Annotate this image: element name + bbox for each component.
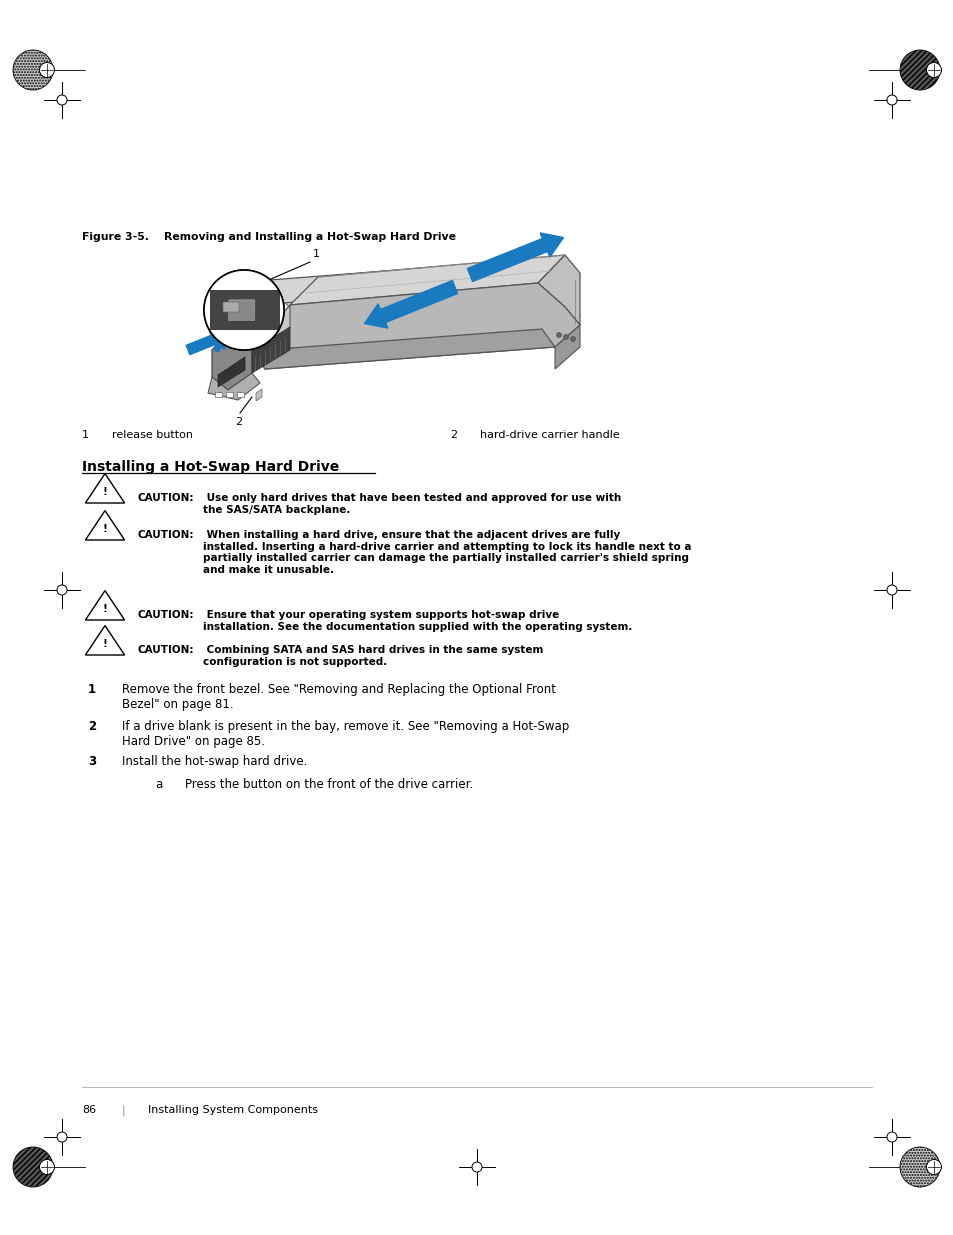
Text: a: a bbox=[154, 778, 162, 790]
Polygon shape bbox=[561, 257, 578, 327]
Ellipse shape bbox=[472, 1162, 481, 1172]
Polygon shape bbox=[252, 327, 290, 373]
Text: Ensure that your operating system supports hot-swap drive
installation. See the : Ensure that your operating system suppor… bbox=[203, 610, 632, 631]
Text: CAUTION:: CAUTION: bbox=[138, 493, 194, 503]
Text: |: | bbox=[122, 1105, 126, 1115]
Ellipse shape bbox=[925, 1160, 941, 1174]
Polygon shape bbox=[220, 295, 268, 325]
Text: Install the hot-swap hard drive.: Install the hot-swap hard drive. bbox=[122, 755, 307, 768]
Text: Installing a Hot-Swap Hard Drive: Installing a Hot-Swap Hard Drive bbox=[82, 459, 339, 474]
Polygon shape bbox=[252, 329, 555, 369]
Polygon shape bbox=[537, 254, 579, 325]
Text: Combining SATA and SAS hard drives in the same system
configuration is not suppo: Combining SATA and SAS hard drives in th… bbox=[203, 645, 543, 667]
Ellipse shape bbox=[39, 63, 54, 78]
Polygon shape bbox=[210, 290, 280, 330]
Ellipse shape bbox=[39, 1160, 54, 1174]
Text: 3: 3 bbox=[88, 755, 96, 768]
Ellipse shape bbox=[886, 585, 896, 595]
FancyArrow shape bbox=[467, 233, 563, 282]
Text: Remove the front bezel. See "Removing and Replacing the Optional Front
Bezel" on: Remove the front bezel. See "Removing an… bbox=[122, 683, 556, 711]
Ellipse shape bbox=[899, 1147, 939, 1187]
Text: CAUTION:: CAUTION: bbox=[138, 645, 194, 655]
Ellipse shape bbox=[13, 1147, 53, 1187]
Text: 2: 2 bbox=[88, 720, 96, 734]
FancyBboxPatch shape bbox=[226, 391, 233, 396]
Ellipse shape bbox=[13, 49, 53, 90]
FancyArrow shape bbox=[213, 337, 225, 352]
Text: 2: 2 bbox=[450, 430, 456, 440]
Circle shape bbox=[570, 336, 575, 342]
FancyBboxPatch shape bbox=[228, 300, 253, 320]
FancyBboxPatch shape bbox=[214, 391, 222, 396]
Polygon shape bbox=[559, 261, 572, 325]
Text: 2: 2 bbox=[234, 417, 242, 427]
Polygon shape bbox=[86, 590, 125, 620]
Circle shape bbox=[563, 335, 568, 340]
Polygon shape bbox=[86, 473, 125, 503]
Polygon shape bbox=[255, 389, 262, 401]
Polygon shape bbox=[252, 305, 290, 373]
Ellipse shape bbox=[899, 49, 939, 90]
Polygon shape bbox=[86, 510, 125, 540]
Text: Installing System Components: Installing System Components bbox=[148, 1105, 317, 1115]
Polygon shape bbox=[290, 254, 564, 305]
FancyBboxPatch shape bbox=[223, 303, 239, 312]
Text: !: ! bbox=[103, 638, 108, 648]
Ellipse shape bbox=[57, 1132, 67, 1142]
FancyArrow shape bbox=[364, 280, 457, 329]
Text: If a drive blank is present in the bay, remove it. See "Removing a Hot-Swap
Hard: If a drive blank is present in the bay, … bbox=[122, 720, 569, 748]
Ellipse shape bbox=[886, 95, 896, 105]
Text: !: ! bbox=[103, 604, 108, 614]
Text: When installing a hard drive, ensure that the adjacent drives are fully
installe: When installing a hard drive, ensure tha… bbox=[203, 530, 691, 574]
Text: 1: 1 bbox=[313, 249, 319, 259]
Ellipse shape bbox=[57, 585, 67, 595]
Text: hard-drive carrier handle: hard-drive carrier handle bbox=[479, 430, 619, 440]
Text: Use only hard drives that have been tested and approved for use with
the SAS/SAT: Use only hard drives that have been test… bbox=[203, 493, 620, 515]
Text: 1: 1 bbox=[82, 430, 89, 440]
FancyArrow shape bbox=[186, 332, 226, 354]
Ellipse shape bbox=[925, 63, 941, 78]
Ellipse shape bbox=[886, 1132, 896, 1142]
Circle shape bbox=[204, 270, 284, 350]
Text: CAUTION:: CAUTION: bbox=[138, 530, 194, 540]
Text: !: ! bbox=[103, 487, 108, 496]
Polygon shape bbox=[277, 261, 572, 342]
Text: 86: 86 bbox=[82, 1105, 96, 1115]
Text: release button: release button bbox=[112, 430, 193, 440]
Text: CAUTION:: CAUTION: bbox=[138, 610, 194, 620]
Text: !: ! bbox=[103, 524, 108, 534]
Ellipse shape bbox=[57, 95, 67, 105]
Polygon shape bbox=[555, 325, 579, 369]
Polygon shape bbox=[218, 357, 245, 387]
FancyBboxPatch shape bbox=[229, 299, 254, 319]
Text: Press the button on the front of the drive carrier.: Press the button on the front of the dri… bbox=[185, 778, 473, 790]
Polygon shape bbox=[208, 373, 260, 400]
Polygon shape bbox=[252, 283, 579, 369]
Polygon shape bbox=[86, 626, 125, 655]
Polygon shape bbox=[270, 257, 575, 303]
Circle shape bbox=[204, 270, 284, 350]
Text: Figure 3-5.    Removing and Installing a Hot-Swap Hard Drive: Figure 3-5. Removing and Installing a Ho… bbox=[82, 232, 456, 242]
Polygon shape bbox=[212, 333, 252, 390]
Text: 1: 1 bbox=[88, 683, 96, 697]
Circle shape bbox=[556, 332, 561, 337]
FancyBboxPatch shape bbox=[236, 391, 244, 396]
